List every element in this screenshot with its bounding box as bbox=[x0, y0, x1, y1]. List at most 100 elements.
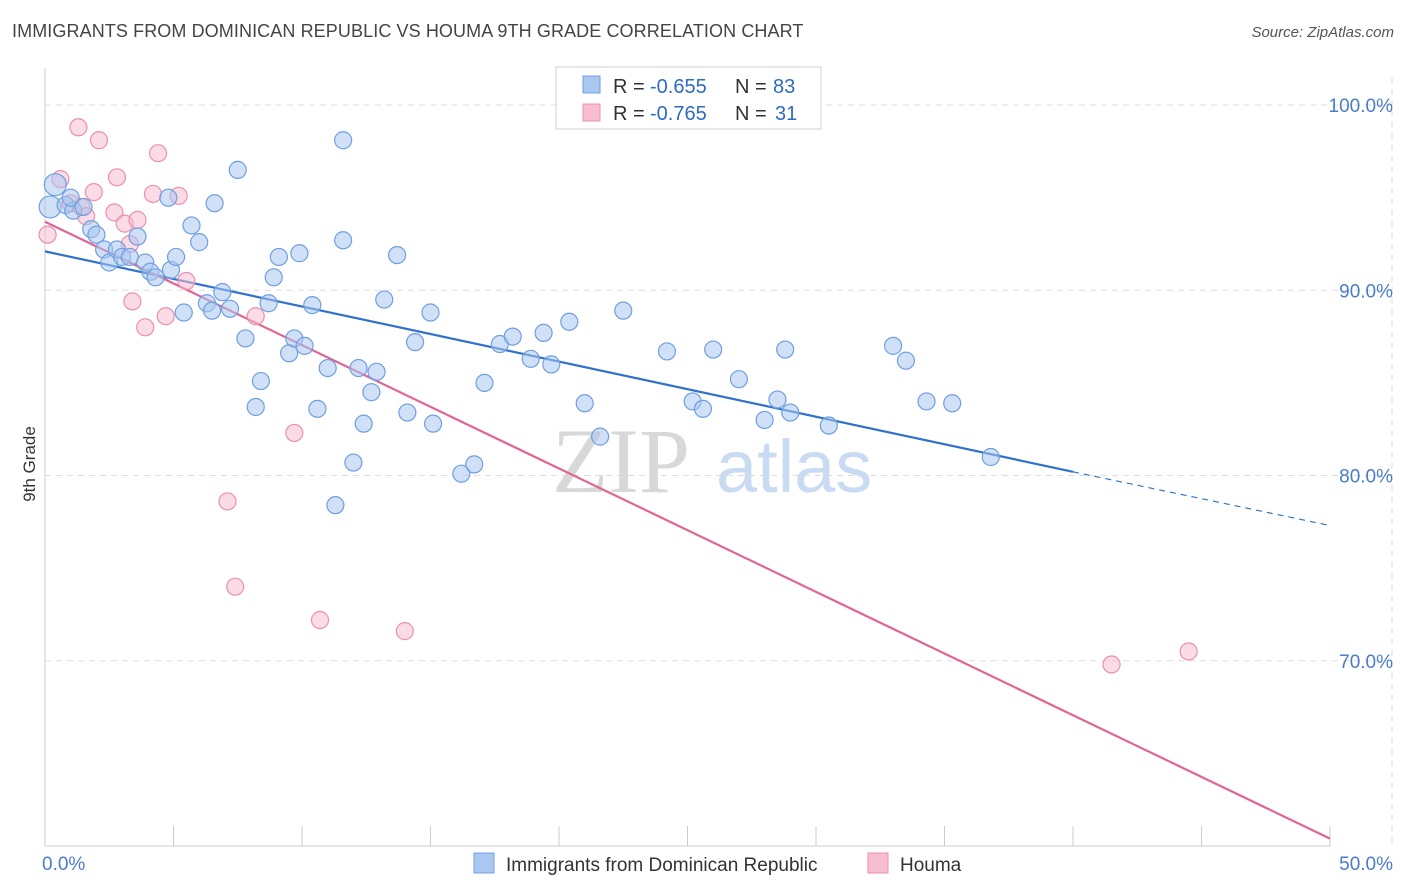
series-legend-label-pink: Houma bbox=[900, 855, 962, 876]
dominican-point bbox=[213, 283, 232, 302]
y-tick-label: 100.0% bbox=[1329, 96, 1394, 117]
houma-point bbox=[136, 318, 155, 337]
dominican-point bbox=[521, 349, 540, 368]
dominican-point bbox=[475, 373, 494, 393]
dominican-point bbox=[264, 268, 283, 287]
grid-lines bbox=[45, 78, 1393, 846]
dominican-point bbox=[159, 188, 178, 207]
dominican-point bbox=[591, 427, 610, 446]
houma-point bbox=[148, 144, 168, 163]
houma-point bbox=[246, 307, 265, 326]
dominican-point bbox=[354, 414, 373, 433]
houma-point bbox=[107, 168, 127, 187]
dominican-point bbox=[182, 216, 201, 235]
series-legend-label-blue: Immigrants from Dominican Republic bbox=[506, 855, 818, 876]
dominican-point bbox=[334, 131, 353, 150]
houma-point bbox=[69, 118, 88, 137]
series-legend-swatch-pink bbox=[867, 852, 889, 874]
dominican-point bbox=[896, 351, 916, 370]
houma-point bbox=[156, 307, 175, 326]
dominican-point bbox=[452, 464, 471, 483]
y-axis-label: 9th Grade bbox=[20, 426, 39, 502]
dominican-point bbox=[917, 392, 936, 411]
dominican-point bbox=[398, 403, 417, 422]
watermark-atlas: atlas bbox=[716, 425, 872, 508]
dominican-point bbox=[729, 370, 749, 389]
dominican-point bbox=[236, 329, 255, 348]
watermark-zip: ZIP bbox=[552, 410, 690, 512]
dominican-point bbox=[318, 358, 337, 378]
dominican-point bbox=[367, 362, 386, 381]
dominican-point bbox=[405, 333, 425, 352]
dominican-point bbox=[943, 394, 962, 413]
stats-legend: R = -0.655 N = 83 R = -0.765 N = 31 bbox=[555, 66, 822, 130]
dominican-point bbox=[190, 233, 209, 252]
houma-point bbox=[143, 184, 163, 204]
legend-r-value-pink: -0.765 bbox=[650, 103, 707, 125]
source-label: Source: ZipAtlas.com bbox=[1251, 24, 1394, 41]
x-tick-label: 0.0% bbox=[42, 854, 85, 875]
houma-point bbox=[128, 210, 147, 229]
houma-point bbox=[395, 622, 414, 641]
legend-swatch-blue bbox=[582, 75, 601, 94]
chart-title: IMMIGRANTS FROM DOMINICAN REPUBLIC VS HO… bbox=[12, 21, 804, 41]
y-tick-label: 70.0% bbox=[1339, 652, 1393, 673]
dominican-point bbox=[246, 397, 265, 417]
y-tick-label: 80.0% bbox=[1339, 467, 1393, 488]
legend-n-label-pink: N = bbox=[735, 103, 767, 125]
legend-n-label-blue: N = bbox=[735, 76, 767, 98]
trend-lines bbox=[44, 220, 1331, 840]
dominican-point bbox=[421, 303, 440, 322]
dominican-point bbox=[704, 340, 723, 359]
dominican-point bbox=[202, 301, 222, 320]
dominican-point bbox=[387, 245, 407, 265]
dominican-point bbox=[465, 455, 484, 474]
dominican-point bbox=[308, 399, 327, 418]
legend-n-value-pink: 31 bbox=[775, 103, 797, 125]
dominican-point bbox=[534, 323, 553, 342]
dominican-point bbox=[693, 399, 713, 418]
dominican-point bbox=[166, 247, 186, 267]
dominican-point bbox=[128, 227, 147, 246]
dominican-point bbox=[981, 447, 1000, 467]
series-legend: Immigrants from Dominican Republic Houma bbox=[473, 852, 962, 876]
y-tick-label: 90.0% bbox=[1339, 281, 1393, 302]
legend-r-label-blue: R = bbox=[613, 76, 645, 98]
dominican-point bbox=[205, 194, 224, 213]
houma-point bbox=[89, 131, 109, 150]
dominican-point bbox=[362, 383, 381, 402]
dominican-point bbox=[303, 296, 322, 315]
houma-point bbox=[218, 492, 237, 511]
dominican-point bbox=[334, 231, 353, 250]
houma-point bbox=[84, 183, 103, 202]
dominican-point bbox=[349, 358, 368, 378]
dominican-point bbox=[344, 453, 363, 472]
houma-point bbox=[177, 271, 196, 291]
houma-point bbox=[105, 203, 124, 222]
dominican-point bbox=[819, 416, 838, 435]
dominican-point bbox=[755, 410, 774, 430]
dominican-point bbox=[326, 496, 345, 515]
dominican-point bbox=[251, 371, 270, 391]
y-tick-labels: 70.0% 80.0% 90.0% 100.0% bbox=[1329, 96, 1394, 673]
dominican-point bbox=[423, 414, 443, 433]
dominican-point bbox=[657, 342, 677, 361]
legend-swatch-pink bbox=[582, 103, 601, 122]
dominican-point bbox=[228, 160, 247, 179]
dominican-point bbox=[375, 290, 394, 309]
dominican-point bbox=[776, 340, 795, 359]
houma-trend-line bbox=[44, 220, 1331, 840]
houma-point bbox=[285, 423, 304, 443]
dominican-point bbox=[542, 355, 561, 374]
dominican-point bbox=[259, 294, 278, 313]
dominican-point bbox=[269, 247, 288, 267]
legend-r-label-pink: R = bbox=[613, 103, 645, 125]
watermark: ZIP atlas bbox=[552, 410, 872, 512]
dominican-point bbox=[61, 188, 80, 207]
dominican-point bbox=[290, 244, 309, 263]
houma-point bbox=[1179, 642, 1198, 661]
dominican-point bbox=[614, 301, 633, 320]
dominican-points bbox=[38, 131, 1000, 515]
x-tick-labels: 0.0% 50.0% bbox=[42, 854, 1393, 875]
dominican-point bbox=[74, 197, 93, 217]
